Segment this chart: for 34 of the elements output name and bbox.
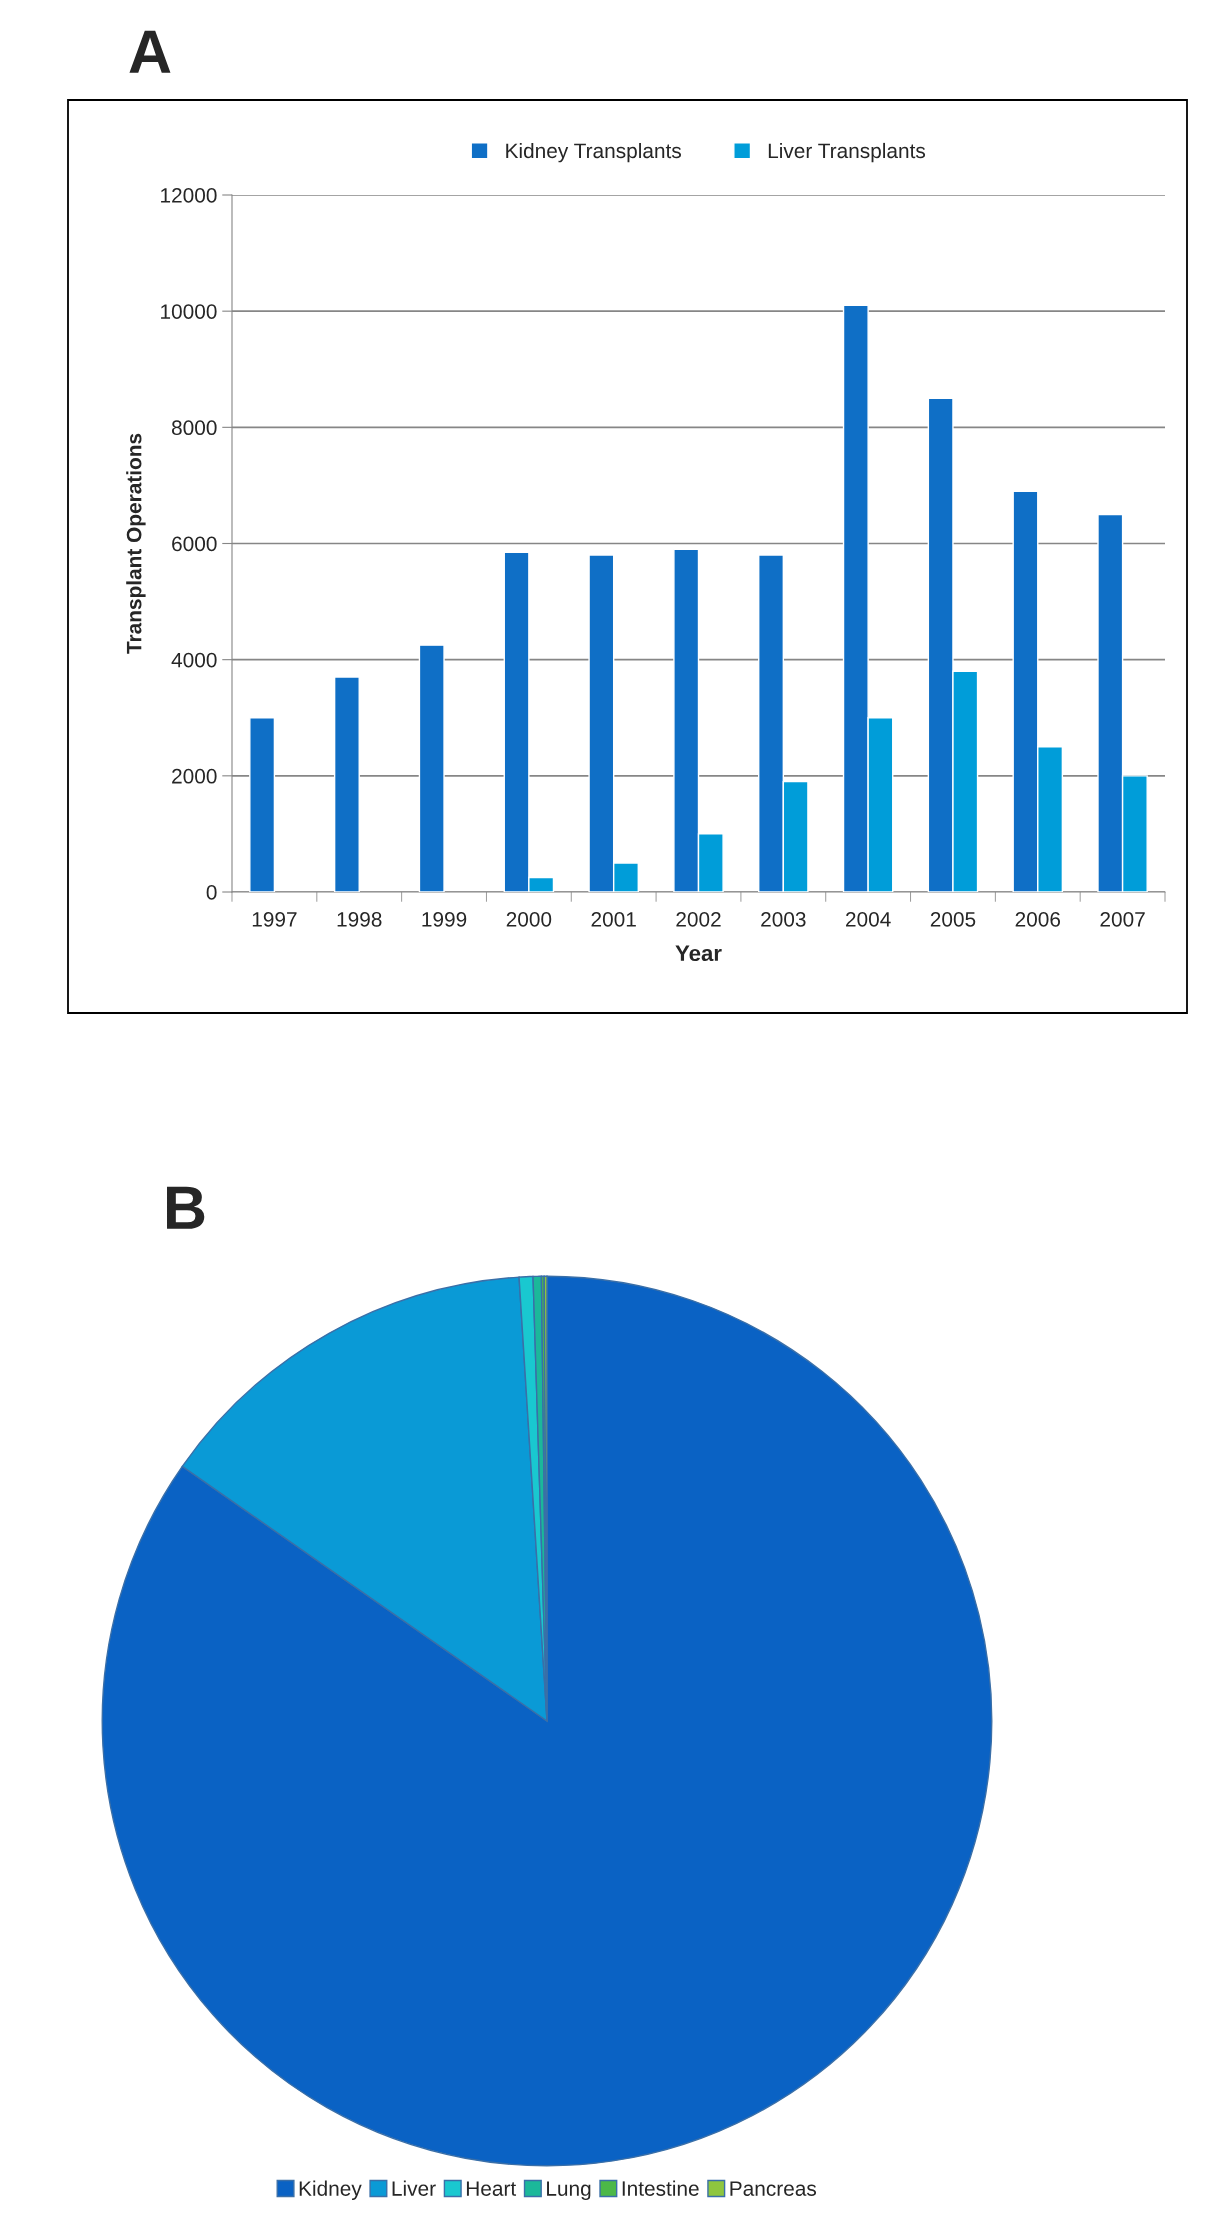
- chart-title: B: [167, 1186, 205, 1229]
- bar: [249, 717, 276, 892]
- x-tick-label: 2004: [846, 911, 891, 927]
- legend-label: Kidney: [299, 2180, 362, 2201]
- legend-label: Heart: [466, 2181, 517, 2196]
- y-tick-label: 10000: [161, 304, 217, 319]
- y-axis-title: Transplant Operations: [126, 433, 146, 654]
- legend-label: Pancreas: [730, 2181, 817, 2196]
- legend-label: Kidney Transplants: [506, 142, 681, 163]
- legend-label: Lung: [547, 2181, 591, 2201]
- x-tick-label: 1998: [337, 911, 382, 927]
- x-axis-title: Year: [675, 945, 722, 962]
- x-tick-label: 2006: [1015, 911, 1061, 927]
- x-tick-label: 2000: [506, 911, 552, 927]
- x-tick-label: 2002: [676, 911, 721, 927]
- y-tick-label: 12000: [161, 188, 217, 203]
- legend-label: Intestine: [622, 2180, 699, 2196]
- y-tick-label: 8000: [171, 420, 217, 436]
- y-tick-label: 4000: [171, 652, 217, 668]
- x-tick-label: 1999: [422, 911, 467, 927]
- pie-slice: [101, 1275, 993, 2167]
- x-tick-label: 2005: [930, 911, 976, 927]
- x-tick-label: 2001: [591, 911, 636, 927]
- x-tick-label: 2003: [761, 911, 806, 927]
- x-tick-label: 2007: [1100, 911, 1145, 927]
- x-tick-label: 1997: [252, 911, 297, 927]
- bar: [333, 676, 360, 892]
- y-tick-label: 6000: [172, 536, 217, 552]
- legend-label: Liver Transplants: [768, 142, 926, 163]
- bar: [418, 644, 445, 892]
- y-tick-label: 0: [206, 885, 217, 900]
- chart-title: A: [129, 30, 171, 73]
- legend-label: Liver: [392, 2180, 436, 2196]
- y-tick-label: 2000: [172, 768, 217, 784]
